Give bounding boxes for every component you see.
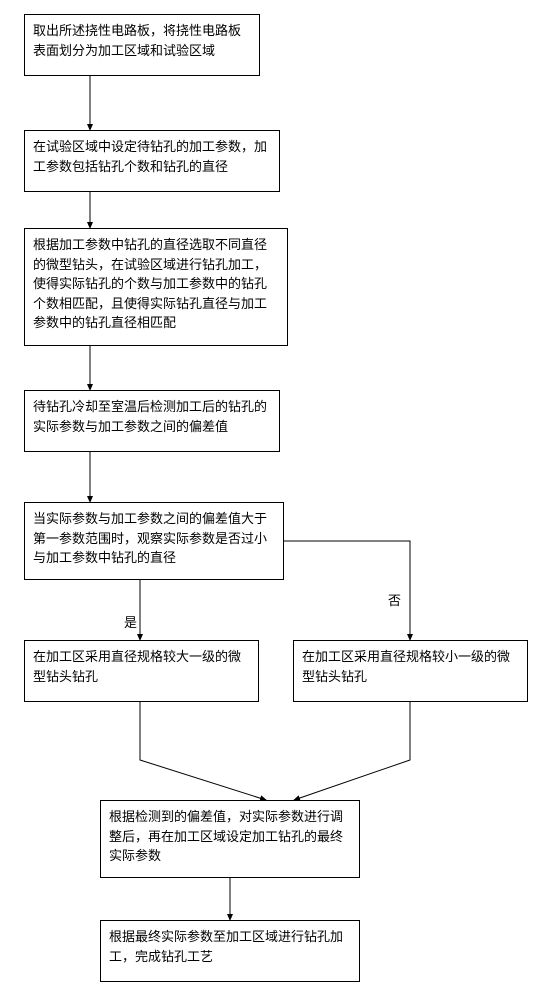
flowchart-node: 根据加工参数中钻孔的直径选取不同直径的微型钻头，在试验区域进行钻孔加工，使得实际… — [24, 228, 288, 346]
flowchart-node: 当实际参数与加工参数之间的偏差值大于第一参数范围时，观察实际参数是否过小与加工参… — [24, 502, 284, 580]
flowchart-node: 在加工区采用直径规格较大一级的微型钻头钻孔 — [24, 640, 259, 702]
flowchart-node: 在试验区域中设定待钻孔的加工参数，加工参数包括钻孔个数和钻孔的直径 — [24, 130, 280, 192]
flowchart-node: 根据检测到的偏差值，对实际参数进行调整后，再在加工区域设定加工钻孔的最终实际参数 — [100, 800, 360, 878]
flowchart-canvas: 取出所述挠性电路板，将挠性电路板表面划分为加工区域和试验区域在试验区域中设定待钻… — [0, 0, 533, 1000]
flowchart-edge — [294, 702, 410, 800]
flowchart-node: 根据最终实际参数至加工区域进行钻孔加工，完成钻孔工艺 — [100, 920, 360, 982]
edge-label: 否 — [388, 590, 401, 609]
edge-label: 是 — [124, 612, 137, 631]
flowchart-node: 在加工区采用直径规格较小一级的微型钻头钻孔 — [293, 640, 528, 702]
flowchart-edge — [140, 702, 266, 800]
flowchart-node: 待钻孔冷却至室温后检测加工后的钻孔的实际参数与加工参数之间的偏差值 — [24, 390, 280, 452]
flowchart-node: 取出所述挠性电路板，将挠性电路板表面划分为加工区域和试验区域 — [24, 14, 260, 76]
